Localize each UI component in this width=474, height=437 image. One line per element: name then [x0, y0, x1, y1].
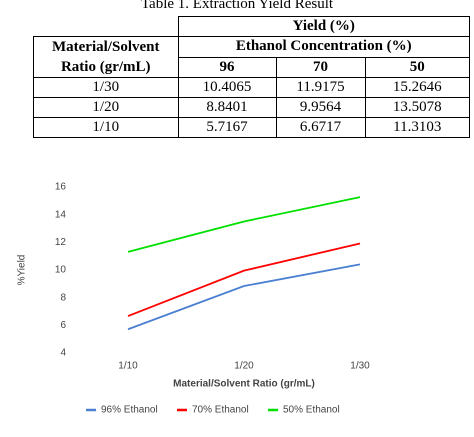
header-cell: Yield (%)	[177, 16, 470, 37]
table-row: 1/20 8.8401 9.9564 13.5078	[33, 97, 470, 118]
cell: 15.2646	[364, 77, 470, 98]
table-body: 1/30 10.4065 11.9175 15.2646 1/20 8.8401 9.956…	[33, 77, 470, 138]
legend-label: 96% Ethanol	[101, 405, 158, 416]
y-tick-label: 16	[55, 182, 67, 193]
legend-label: 50% Ethanol	[283, 405, 340, 416]
x-axis-title: Material/Solvent Ratio (gr/mL)	[173, 379, 315, 390]
y-tick-label: 6	[60, 320, 66, 331]
line	[127, 263, 361, 331]
x-tick-label: 1/10	[118, 361, 138, 372]
cell: 1/10	[33, 117, 179, 138]
cell: 13.5078	[364, 97, 470, 118]
header-cell: Material/Solvent Ratio (gr/mL)	[33, 36, 179, 78]
y-axis-title: %Yield	[17, 255, 28, 286]
cell: 11.3103	[364, 117, 470, 138]
table-row: 1/10 5.7167 6.6717 11.3103	[33, 117, 470, 138]
y-tick-label: 8	[60, 292, 66, 303]
legend-label: 70% Ethanol	[192, 405, 249, 416]
header-cell: Ethanol Concentration (%)	[177, 36, 470, 58]
table-row: 1/30 10.4065 11.9175 15.2646	[33, 77, 470, 98]
table-caption: Table 1. Extraction Yield Result	[140, 0, 334, 12]
y-tick-label: 12	[55, 237, 67, 248]
y-tick-label: 4	[60, 348, 66, 359]
cell: 1/30	[33, 77, 179, 98]
line	[127, 242, 361, 317]
x-tick-label: 1/30	[350, 361, 370, 372]
cell: 10.4065	[177, 77, 277, 98]
cell: 6.6717	[275, 117, 366, 138]
cell: 5.7167	[177, 117, 277, 138]
y-tick-label: 14	[55, 209, 67, 220]
y-tick-label: 10	[55, 265, 67, 276]
line	[127, 196, 361, 253]
x-tick-label: 1/20	[234, 361, 254, 372]
table: Yield (%) Material/Solvent Ratio (gr/mL)…	[33, 16, 470, 138]
